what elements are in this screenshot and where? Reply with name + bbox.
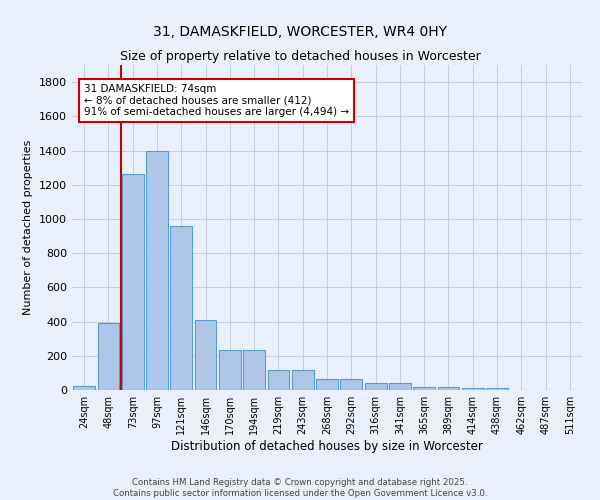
Bar [340, 380, 362, 390]
Bar [365, 383, 386, 390]
Bar [292, 370, 314, 390]
Y-axis label: Number of detached properties: Number of detached properties [23, 140, 34, 315]
Bar [97, 324, 119, 390]
Bar [219, 350, 241, 390]
Text: Size of property relative to detached houses in Worcester: Size of property relative to detached ho… [119, 50, 481, 63]
Bar [437, 387, 460, 390]
Text: Contains HM Land Registry data © Crown copyright and database right 2025.
Contai: Contains HM Land Registry data © Crown c… [113, 478, 487, 498]
Bar [316, 380, 338, 390]
Bar [194, 320, 217, 390]
Bar [268, 370, 289, 390]
Bar [389, 383, 411, 390]
Bar [486, 388, 508, 390]
Bar [462, 388, 484, 390]
Bar [413, 387, 435, 390]
Text: 31 DAMASKFIELD: 74sqm
← 8% of detached houses are smaller (412)
91% of semi-deta: 31 DAMASKFIELD: 74sqm ← 8% of detached h… [84, 84, 349, 117]
X-axis label: Distribution of detached houses by size in Worcester: Distribution of detached houses by size … [171, 440, 483, 453]
Text: 31, DAMASKFIELD, WORCESTER, WR4 0HY: 31, DAMASKFIELD, WORCESTER, WR4 0HY [153, 25, 447, 39]
Bar [146, 150, 168, 390]
Bar [243, 350, 265, 390]
Bar [122, 174, 143, 390]
Bar [73, 386, 95, 390]
Bar [170, 226, 192, 390]
